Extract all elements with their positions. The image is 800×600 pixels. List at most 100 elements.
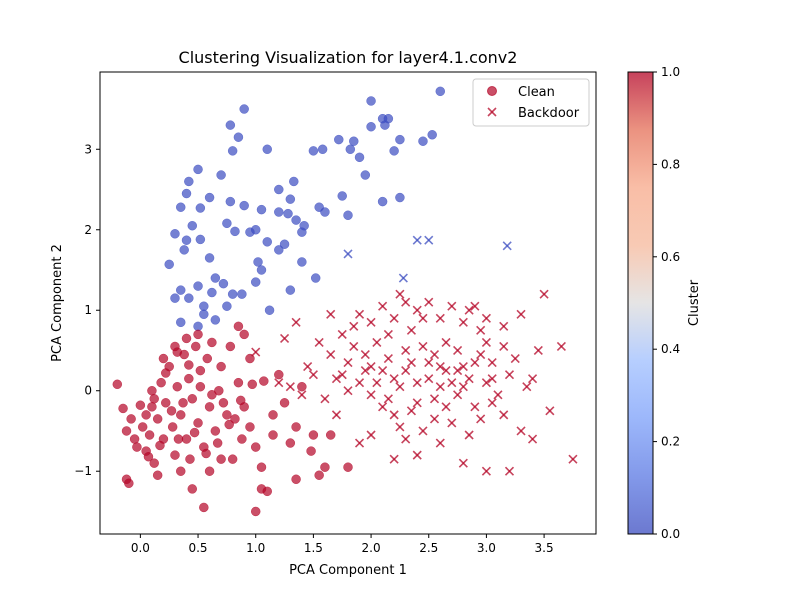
backdoor-point bbox=[464, 430, 474, 440]
clean-point bbox=[235, 395, 246, 406]
x-tick-label: 1.5 bbox=[304, 541, 323, 555]
clean-point bbox=[204, 192, 215, 203]
backdoor-point bbox=[435, 438, 445, 448]
backdoor-point bbox=[412, 378, 422, 388]
backdoor-point bbox=[401, 366, 411, 376]
clean-point bbox=[360, 170, 371, 180]
backdoor-point bbox=[303, 362, 313, 372]
backdoor-point bbox=[395, 382, 405, 392]
clean-point bbox=[210, 273, 221, 283]
clean-point bbox=[126, 414, 136, 424]
clean-point bbox=[306, 446, 316, 456]
clean-point bbox=[121, 426, 132, 436]
clean-point bbox=[187, 484, 198, 494]
clean-point bbox=[195, 381, 206, 392]
backdoor-point bbox=[499, 321, 509, 331]
clean-point bbox=[216, 170, 226, 180]
backdoor-point bbox=[481, 378, 491, 388]
clean-point bbox=[308, 146, 319, 156]
backdoor-point bbox=[504, 466, 515, 476]
y-tick-label: 1 bbox=[84, 303, 92, 317]
clean-point bbox=[210, 426, 221, 436]
clean-point bbox=[149, 458, 159, 468]
clean-point bbox=[225, 196, 236, 207]
backdoor-point bbox=[441, 402, 451, 412]
clean-point bbox=[144, 430, 155, 440]
backdoor-point bbox=[412, 305, 422, 315]
backdoor-point bbox=[435, 362, 445, 372]
legend: Clean Backdoor bbox=[472, 78, 590, 127]
colorbar-tick-label: 0.8 bbox=[661, 157, 680, 171]
clean-point bbox=[264, 305, 275, 315]
clean-point bbox=[160, 368, 171, 378]
clean-point bbox=[237, 434, 247, 444]
backdoor-point bbox=[424, 374, 434, 384]
clean-point bbox=[181, 188, 192, 199]
clean-point bbox=[172, 347, 183, 357]
backdoor-point bbox=[533, 345, 543, 356]
backdoor-point bbox=[418, 341, 428, 352]
clean-point bbox=[155, 440, 165, 451]
backdoor-point bbox=[366, 390, 376, 400]
clean-point bbox=[167, 422, 178, 432]
clean-point bbox=[325, 430, 336, 440]
colorbar-tick-label: 1.0 bbox=[661, 65, 680, 79]
colorbar-label: Cluster bbox=[687, 279, 702, 326]
clean-point bbox=[239, 200, 249, 211]
clean-point bbox=[279, 398, 290, 408]
clean-point bbox=[366, 121, 376, 132]
clean-point bbox=[256, 265, 267, 275]
backdoor-point bbox=[418, 426, 428, 436]
clean-point bbox=[237, 289, 247, 299]
clean-point bbox=[181, 333, 192, 344]
clean-point bbox=[185, 454, 195, 464]
backdoor-point bbox=[395, 289, 405, 299]
backdoor-point bbox=[291, 317, 301, 327]
backdoor-point bbox=[424, 235, 434, 245]
clean-point bbox=[135, 400, 146, 410]
backdoor-point bbox=[418, 313, 428, 323]
clean-point bbox=[317, 144, 328, 155]
backdoor-point bbox=[366, 317, 376, 327]
clean-point bbox=[285, 194, 296, 204]
clean-point bbox=[143, 451, 154, 462]
backdoor-point bbox=[429, 349, 440, 360]
backdoor-point bbox=[424, 297, 434, 307]
clean-point bbox=[250, 225, 261, 235]
backdoor-point bbox=[481, 337, 491, 348]
x-tick-label: 2.5 bbox=[419, 541, 438, 555]
clean-point bbox=[395, 134, 405, 145]
clean-point bbox=[314, 470, 324, 480]
x-tick-label: 1.0 bbox=[246, 541, 265, 555]
clean-point bbox=[181, 235, 192, 245]
clean-point bbox=[262, 486, 273, 497]
backdoor-point bbox=[453, 390, 463, 400]
backdoor-point bbox=[406, 357, 417, 368]
clean-point bbox=[164, 259, 174, 270]
backdoor-point bbox=[522, 382, 532, 392]
clean-point bbox=[195, 365, 206, 376]
clean-point bbox=[291, 474, 301, 485]
backdoor-point bbox=[429, 394, 440, 404]
backdoor-point bbox=[285, 382, 295, 392]
backdoor-point bbox=[383, 353, 393, 364]
y-tick-label: 2 bbox=[84, 223, 92, 237]
backdoor-point bbox=[476, 325, 486, 335]
clean-point bbox=[222, 301, 232, 311]
clean-point bbox=[297, 381, 307, 392]
backdoor-point bbox=[389, 410, 399, 420]
clean-point bbox=[230, 226, 240, 237]
backdoor-point bbox=[464, 305, 474, 315]
clean-point bbox=[170, 293, 180, 303]
backdoor-point bbox=[447, 378, 457, 388]
backdoor-point bbox=[527, 374, 538, 384]
clean-point bbox=[285, 285, 296, 295]
clean-point bbox=[279, 239, 290, 249]
x-tick-label: 3.5 bbox=[535, 541, 554, 555]
clean-point bbox=[118, 403, 128, 414]
clean-point bbox=[193, 164, 203, 175]
clean-point bbox=[377, 196, 388, 207]
backdoor-point bbox=[412, 398, 422, 408]
clean-point bbox=[268, 410, 278, 420]
clean-point bbox=[187, 220, 198, 231]
